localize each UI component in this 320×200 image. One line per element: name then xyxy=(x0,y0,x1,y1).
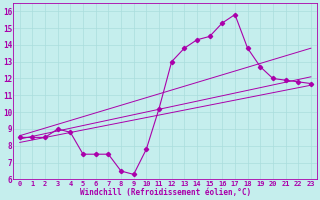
X-axis label: Windchill (Refroidissement éolien,°C): Windchill (Refroidissement éolien,°C) xyxy=(80,188,251,197)
